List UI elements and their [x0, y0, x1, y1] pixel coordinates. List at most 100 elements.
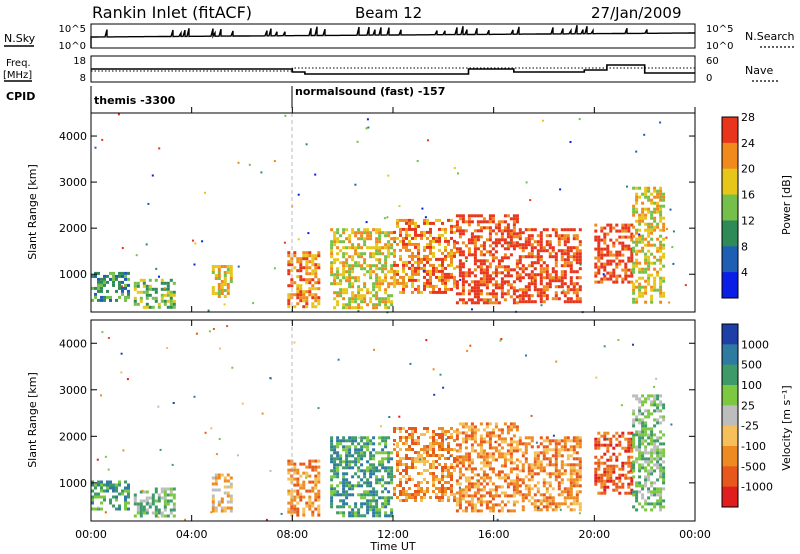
velocity-echo-cell [542, 505, 546, 509]
power-echo-cell [548, 285, 552, 289]
velocity-isolated-echo [606, 438, 609, 441]
velocity-echo-cell [647, 478, 651, 482]
power-echo-cell [447, 287, 450, 291]
velocity-echo-cell [214, 506, 218, 510]
power-echo-cell [482, 274, 486, 278]
velocity-echo-cell [223, 506, 227, 510]
power-echo-cell [97, 289, 100, 293]
power-isolated-echo [158, 275, 160, 278]
power-echo-cell [659, 282, 663, 286]
power-echo-cell [524, 273, 528, 277]
power-echo-cell [545, 243, 549, 247]
velocity-echo-cell [432, 475, 435, 478]
velocity-echo-cell [506, 509, 510, 513]
velocity-echo-cell [632, 409, 636, 413]
velocity-echo-cell [390, 469, 394, 473]
power-echo-cell [453, 284, 456, 288]
velocity-echo-cell [148, 496, 152, 500]
power-echo-cell [494, 280, 498, 284]
velocity-echo-cell [497, 509, 501, 513]
velocity-echo-cell [438, 481, 441, 484]
power-echo-cell [360, 255, 364, 259]
velocity-echo-cell [458, 458, 462, 462]
velocity-echo-cell [500, 452, 504, 456]
velocity-echo-cell [408, 475, 411, 478]
power-echo-cell [384, 264, 388, 268]
velocity-echo-cell [488, 422, 492, 426]
power-isolated-echo [508, 241, 511, 244]
velocity-isolated-echo [632, 343, 634, 346]
power-echo-cell [527, 273, 531, 277]
velocity-echo-cell [100, 489, 103, 493]
power-echo-cell [512, 247, 516, 251]
power-echo-cell [627, 256, 631, 260]
power-echo-cell [455, 250, 459, 254]
power-echo-cell [369, 267, 373, 271]
velocity-echo-cell [414, 442, 417, 445]
power-echo-cell [384, 255, 388, 259]
power-echo-cell [342, 291, 346, 295]
power-echo-cell [647, 240, 651, 244]
velocity-echo-cell [557, 448, 561, 452]
velocity-echo-cell [348, 463, 352, 467]
velocity-echo-cell [609, 443, 613, 447]
velocity-echo-cell [644, 475, 648, 479]
velocity-echo-cell [618, 479, 622, 483]
power-echo-cell [638, 195, 642, 199]
power-isolated-echo [356, 140, 359, 143]
velocity-echo-cell [638, 406, 642, 410]
velocity-echo-cell [500, 485, 504, 489]
velocity-echo-cell [354, 448, 358, 452]
power-echo-cell [372, 303, 376, 307]
velocity-echo-cell [423, 460, 426, 463]
power-echo-cell [408, 254, 411, 258]
power-echo-cell [226, 292, 230, 295]
power-echo-cell [632, 261, 636, 265]
power-echo-cell [662, 291, 666, 295]
velocity-echo-cell [536, 490, 540, 494]
power-echo-cell [551, 297, 555, 301]
power-echo-cell [160, 299, 164, 303]
power-echo-cell [470, 271, 474, 275]
velocity-echo-cell [548, 475, 552, 479]
power-echo-cell [470, 289, 474, 293]
velocity-echo-cell [339, 454, 343, 458]
velocity-echo-cell [387, 457, 391, 461]
velocity-echo-cell [644, 433, 648, 437]
power-echo-cell [500, 265, 504, 269]
velocity-echo-cell [97, 495, 100, 499]
power-echo-cell [396, 224, 399, 228]
velocity-echo-cell [366, 490, 370, 494]
velocity-echo-cell [100, 480, 103, 484]
power-echo-cell [311, 263, 315, 267]
velocity-echo-cell [441, 433, 444, 436]
velocity-echo-cell [345, 460, 349, 464]
power-echo-cell [539, 279, 543, 283]
velocity-echo-cell [575, 475, 579, 479]
velocity-echo-cell [485, 461, 489, 465]
power-echo-cell [632, 282, 636, 286]
velocity-echo-cell [455, 449, 459, 453]
velocity-echo-cell [444, 466, 447, 469]
velocity-echo-cell [296, 480, 300, 484]
velocity-echo-cell [420, 487, 423, 490]
power-echo-cell [299, 287, 303, 291]
power-isolated-echo [453, 167, 456, 169]
power-echo-cell [515, 301, 519, 305]
power-echo-cell [653, 276, 657, 280]
power-echo-cell [530, 249, 534, 253]
power-echo-cell [405, 230, 408, 234]
velocity-echo-cell [363, 436, 367, 440]
power-echo-cell [330, 270, 334, 274]
velocity-echo-cell [375, 451, 379, 455]
power-echo-cell [345, 252, 349, 256]
velocity-echo-cell [609, 476, 613, 480]
power-echo-cell [151, 287, 155, 291]
power-echo-cell [569, 228, 573, 232]
power-isolated-echo [163, 287, 166, 290]
velocity-echo-cell [533, 460, 537, 464]
power-isolated-echo [471, 308, 473, 311]
power-echo-cell [458, 229, 462, 233]
velocity-echo-cell [94, 492, 97, 496]
power-echo-cell [479, 271, 483, 275]
